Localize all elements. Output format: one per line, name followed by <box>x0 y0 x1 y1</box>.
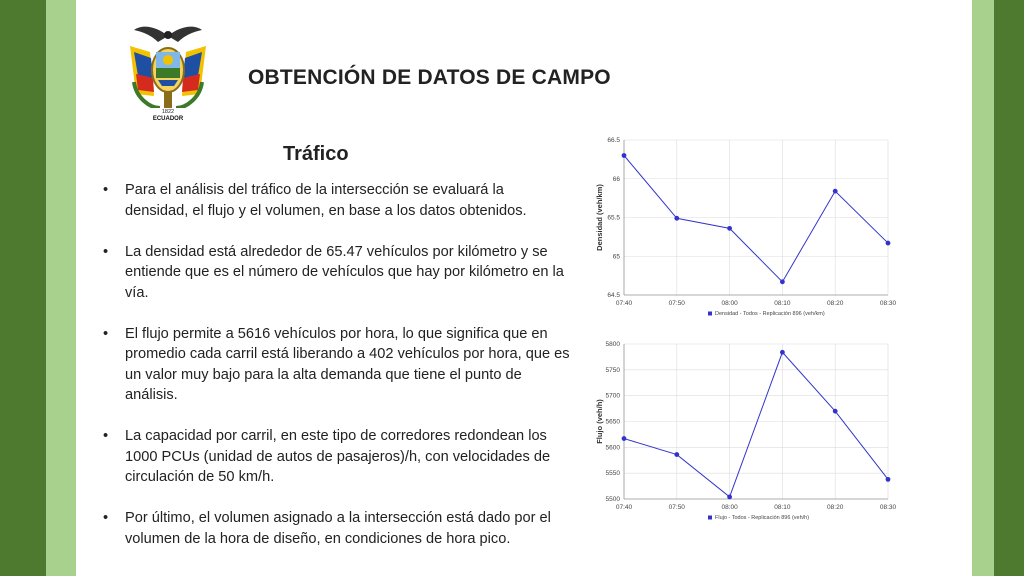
page-title: OBTENCIÓN DE DATOS DE CAMPO <box>248 66 611 89</box>
bullet-dot: • <box>103 428 109 444</box>
x-tick-label: 08:10 <box>774 300 791 307</box>
bullet-dot: • <box>103 243 109 260</box>
series-line <box>623 155 889 283</box>
data-point <box>621 153 627 158</box>
y-tick-label: 5800 <box>606 341 621 348</box>
data-point <box>674 215 680 221</box>
y-tick-label: 5650 <box>606 419 621 426</box>
flow-chart-svg: 5500 5550 5600 5650 5700 5750 5800 07:40 07:50 08… <box>595 341 897 521</box>
y-tick-label: 5700 <box>606 393 621 400</box>
bullet-item: • La densidad está alrededor de 65.47 veh… <box>100 242 570 304</box>
x-tick-label: 08:30 <box>880 504 897 511</box>
y-tick-label: 5600 <box>606 444 621 451</box>
legend-label: Flujo - Todos - Replicación 896 (veh/h) <box>715 515 809 521</box>
y-tick-label: 64.5 <box>607 292 620 299</box>
legend-swatch <box>708 515 712 520</box>
y-tick-label: 65 <box>613 253 621 260</box>
logo-caption: ECUADOR <box>153 116 184 122</box>
bullet-text: La capacidad por carril, en este tipo de… <box>125 428 551 485</box>
left-light-bar <box>46 0 76 576</box>
right-dark-bar <box>994 0 1024 576</box>
data-point <box>832 188 838 194</box>
bullet-dot: • <box>103 182 109 198</box>
flow-chart: 5500 5550 5600 5650 5700 5750 5800 07:40 07:50 08… <box>588 336 904 528</box>
x-tick-label: 08:00 <box>721 300 738 307</box>
y-tick-label: 5750 <box>606 367 621 374</box>
section-subtitle: Tráfico <box>283 143 349 165</box>
data-point <box>621 436 627 441</box>
y-axis-label: Flujo (veh/h) <box>595 399 604 444</box>
coat-of-arms-icon: 1822 ECUADOR <box>130 26 206 122</box>
bullet-list: • Para el análisis del tráfico de la inte… <box>100 180 570 570</box>
data-point <box>727 494 732 500</box>
y-tick-label: 66.5 <box>607 137 620 144</box>
bullet-text: El flujo permite a 5616 vehículos por ho… <box>125 325 570 404</box>
bullet-item: • Por último, el volumen asignado a la in… <box>100 508 570 549</box>
data-point <box>832 408 838 414</box>
x-tick-label: 08:30 <box>880 300 897 307</box>
x-tick-label: 07:50 <box>669 504 686 511</box>
x-tick-label: 08:00 <box>721 504 738 511</box>
y-tick-label: 66 <box>613 176 621 183</box>
right-light-bar <box>972 0 994 576</box>
data-point <box>885 476 891 482</box>
left-dark-bar <box>0 0 46 576</box>
data-point <box>885 240 891 246</box>
y-tick-label: 5550 <box>606 470 621 477</box>
bullet-text: La densidad está alrededor de 65.47 vehí… <box>125 243 564 301</box>
legend-swatch <box>708 311 712 316</box>
x-tick-label: 08:20 <box>827 300 844 307</box>
x-tick-label: 08:20 <box>827 504 844 511</box>
data-point <box>727 225 732 231</box>
y-axis-label: Densidad (veh/km) <box>595 184 604 251</box>
legend-label: Densidad - Todos - Replicación 896 (veh/… <box>715 311 825 317</box>
bullet-dot: • <box>103 325 109 342</box>
x-tick-label: 07:50 <box>669 300 686 307</box>
bullet-text: Para el análisis del tráfico de la inter… <box>125 182 527 219</box>
x-tick-label: 08:10 <box>774 504 791 511</box>
y-tick-label: 65.5 <box>607 215 620 222</box>
density-chart: 64.5 65 65.5 66 66.5 07:40 07:50 08:00 08:10 08:2… <box>588 132 904 324</box>
series-line <box>623 351 889 498</box>
coat-of-arms-logo: 1822 ECUADOR <box>120 22 216 122</box>
data-point <box>780 279 785 285</box>
y-tick-label: 5500 <box>606 496 621 503</box>
bullet-text: Por último, el volumen asignado a la int… <box>125 510 551 547</box>
density-chart-svg: 64.5 65 65.5 66 66.5 07:40 07:50 08:00 08:10 08:2… <box>595 137 897 317</box>
bullet-item: • La capacidad por carril, en este tipo d… <box>100 426 570 488</box>
logo-year: 1822 <box>162 109 174 115</box>
x-tick-label: 07:40 <box>616 504 633 511</box>
bullet-item: • El flujo permite a 5616 vehículos por h… <box>100 324 570 406</box>
bullet-dot: • <box>103 510 109 526</box>
data-point <box>674 452 680 457</box>
bullet-item: • Para el análisis del tráfico de la inte… <box>100 180 570 221</box>
x-tick-label: 07:40 <box>616 300 633 307</box>
data-point <box>780 349 785 355</box>
